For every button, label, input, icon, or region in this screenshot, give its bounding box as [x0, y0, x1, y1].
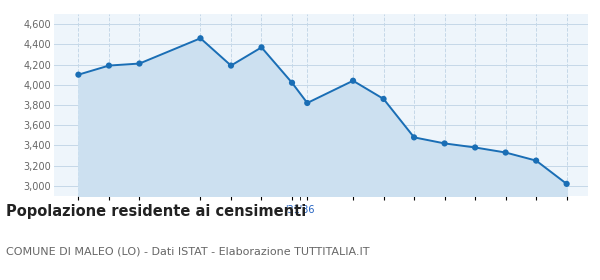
Point	[532, 158, 541, 163]
Point	[470, 145, 480, 150]
Point	[348, 78, 358, 83]
Point	[134, 61, 144, 66]
Point	[302, 101, 312, 105]
Point	[257, 45, 266, 50]
Point	[409, 135, 419, 140]
Point	[74, 73, 83, 77]
Point	[440, 141, 449, 146]
Point	[379, 97, 388, 101]
Point	[562, 182, 571, 186]
Point	[287, 81, 297, 85]
Point	[104, 63, 114, 68]
Text: Popolazione residente ai censimenti: Popolazione residente ai censimenti	[6, 204, 306, 220]
Point	[226, 63, 236, 68]
Point	[501, 150, 511, 155]
Point	[196, 36, 205, 41]
Text: COMUNE DI MALEO (LO) - Dati ISTAT - Elaborazione TUTTITALIA.IT: COMUNE DI MALEO (LO) - Dati ISTAT - Elab…	[6, 246, 370, 256]
